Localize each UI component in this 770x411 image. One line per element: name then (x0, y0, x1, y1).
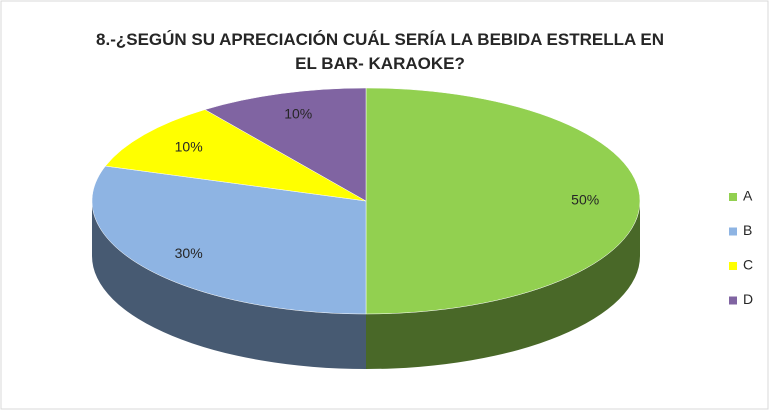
slice (104, 109, 367, 202)
slice-side (92, 201, 366, 369)
legend-swatch (729, 193, 737, 201)
slice (91, 165, 367, 315)
legend-label: D (743, 291, 753, 307)
data-label: 10% (284, 106, 312, 122)
legend-swatch (729, 296, 737, 305)
data-label: 10% (175, 139, 203, 155)
legend-swatch (729, 262, 737, 270)
slice (365, 87, 641, 315)
data-label: 50% (571, 192, 599, 208)
slice-side (366, 201, 640, 369)
slice (204, 87, 367, 202)
legend-label: A (743, 188, 753, 204)
data-label: 30% (175, 245, 203, 261)
legend-label: B (743, 222, 752, 238)
legend-label: C (743, 257, 753, 273)
chart-title: 8.-¿SEGÚN SU APRECIACIÓN CUÁL SERÍA LA B… (96, 30, 664, 73)
legend-swatch (729, 227, 737, 236)
